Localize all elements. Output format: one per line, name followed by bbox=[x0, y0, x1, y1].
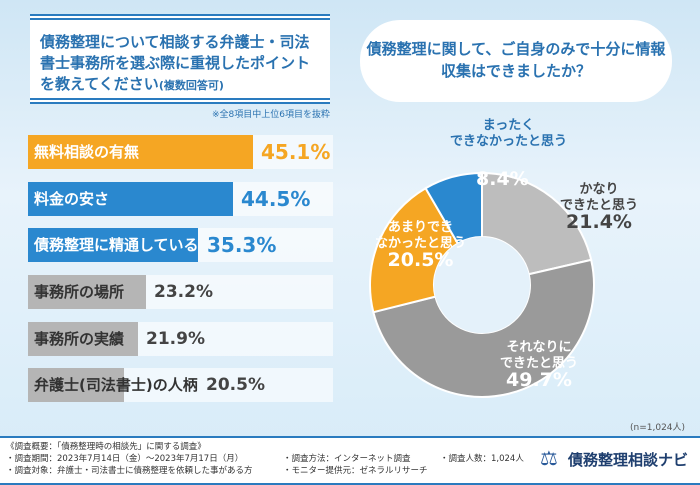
pie-label-2: あまりでき なかったと思う 20.5% bbox=[375, 220, 467, 271]
survey-provider: ・モニター提供元：ゼネラルリサーチ bbox=[283, 466, 428, 476]
bar-category-label: 料金の安さ bbox=[34, 190, 110, 208]
bar-value-label: 44.5% bbox=[241, 187, 311, 211]
bar bbox=[28, 228, 198, 262]
scales-icon: ⚖ bbox=[540, 446, 558, 470]
survey-target: ・調査対象：弁護士・司法書士に債務整理を依頼した事がある方 bbox=[6, 466, 253, 476]
bar bbox=[28, 135, 253, 169]
bar-chart-note: ※全8項目中上位6項目を抜粋 bbox=[212, 110, 330, 120]
pie-chart-title: 債務整理に関して、ご自身のみで十分に情報収集はできましたか？ bbox=[360, 20, 672, 102]
bar bbox=[28, 368, 124, 402]
pie-label-1: それなりに できたと思う 49.7% bbox=[500, 340, 579, 391]
bar-value-label: 35.3% bbox=[207, 233, 277, 257]
bar-row: 債務整理に精通している 35.3% bbox=[28, 228, 333, 262]
pie-label-0: かなり できたと思う 21.4% bbox=[560, 182, 639, 233]
bar bbox=[28, 182, 233, 216]
bar-row: 事務所の実績 21.9% bbox=[28, 322, 333, 356]
bar bbox=[28, 322, 138, 356]
survey-count: ・調査人数：1,024人 bbox=[440, 454, 524, 464]
bar-category-label: 事務所の実績 bbox=[34, 330, 125, 348]
survey-footer: 《調査概要：「債務整理時の相談先」に関する調査》 ・調査期間：2023年7月14… bbox=[0, 436, 700, 485]
bar-value-label: 45.1% bbox=[261, 140, 331, 164]
pie-value-3: 8.4% bbox=[476, 168, 529, 190]
bar-row: 事務所の場所 23.2% bbox=[28, 275, 333, 309]
bar-value-label: 20.5% bbox=[206, 375, 265, 395]
survey-summary: 《調査概要：「債務整理時の相談先」に関する調査》 bbox=[6, 442, 206, 452]
bar-value-label: 21.9% bbox=[146, 329, 205, 349]
bar-category-label: 無料相談の有無 bbox=[34, 143, 140, 161]
bar-chart-title: 債務整理について相談する弁護士・司法書士事務所を選ぶ際に重視したポイントを教えて… bbox=[30, 14, 330, 104]
bar-category-label: 事務所の場所 bbox=[34, 283, 125, 301]
bar bbox=[28, 275, 146, 309]
bar-category-label: 債務整理に精通している bbox=[34, 236, 199, 254]
donut-hole bbox=[434, 237, 530, 333]
bar-category-label: 弁護士(司法書士)の人柄 bbox=[34, 376, 198, 394]
sample-size: (n=1,024人) bbox=[630, 423, 686, 433]
bar-row: 料金の安さ 44.5% bbox=[28, 182, 333, 216]
bar-value-label: 23.2% bbox=[154, 282, 213, 302]
survey-period: ・調査期間：2023年7月14日（金）～2023年7月17日（月） bbox=[6, 454, 244, 464]
logo-text: 債務整理相談ナビ bbox=[568, 451, 689, 469]
pie-label-3: まったく できなかったと思う bbox=[450, 118, 568, 149]
survey-method: ・調査方法：インターネット調査 bbox=[283, 454, 411, 464]
bar-row: 無料相談の有無 45.1% bbox=[28, 135, 333, 169]
bar-row: 弁護士(司法書士)の人柄 20.5% bbox=[28, 368, 333, 402]
